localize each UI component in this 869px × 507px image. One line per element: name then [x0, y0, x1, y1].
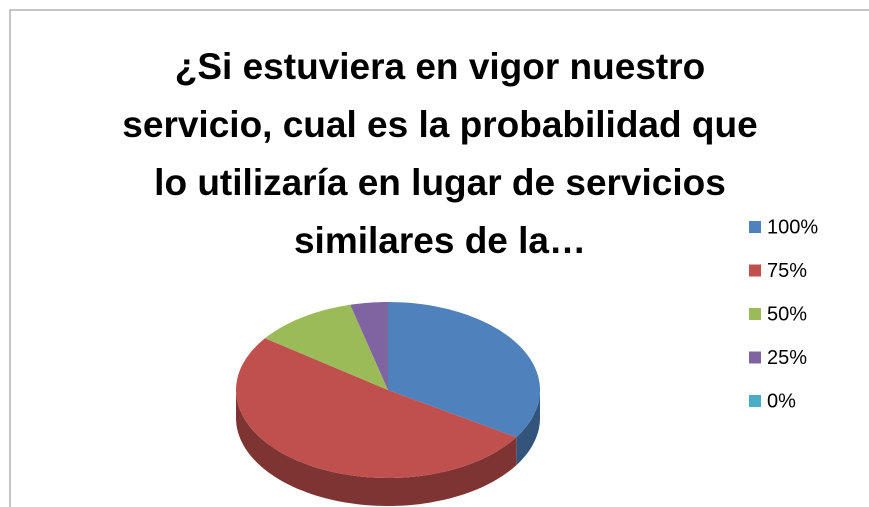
legend-label: 0% — [767, 390, 796, 412]
legend-label: 100% — [767, 216, 818, 238]
legend-swatch — [749, 221, 761, 233]
legend-swatch — [749, 395, 761, 407]
legend-label: 75% — [767, 260, 807, 282]
legend-swatch — [749, 308, 761, 320]
pie-slice-side — [516, 390, 540, 466]
legend-swatch — [749, 264, 761, 277]
pie-slice — [236, 338, 517, 478]
chart-border — [9, 9, 869, 507]
chart-title: ¿Si estuviera en vigor nuestro servicio,… — [122, 46, 758, 261]
pie-slice — [350, 302, 388, 390]
pie-slice-side — [236, 390, 517, 506]
legend-label: 50% — [767, 303, 807, 325]
pie-slice — [388, 302, 540, 438]
legend-label: 25% — [767, 347, 807, 369]
legend-swatch — [749, 351, 761, 364]
pie-slice — [265, 304, 388, 390]
